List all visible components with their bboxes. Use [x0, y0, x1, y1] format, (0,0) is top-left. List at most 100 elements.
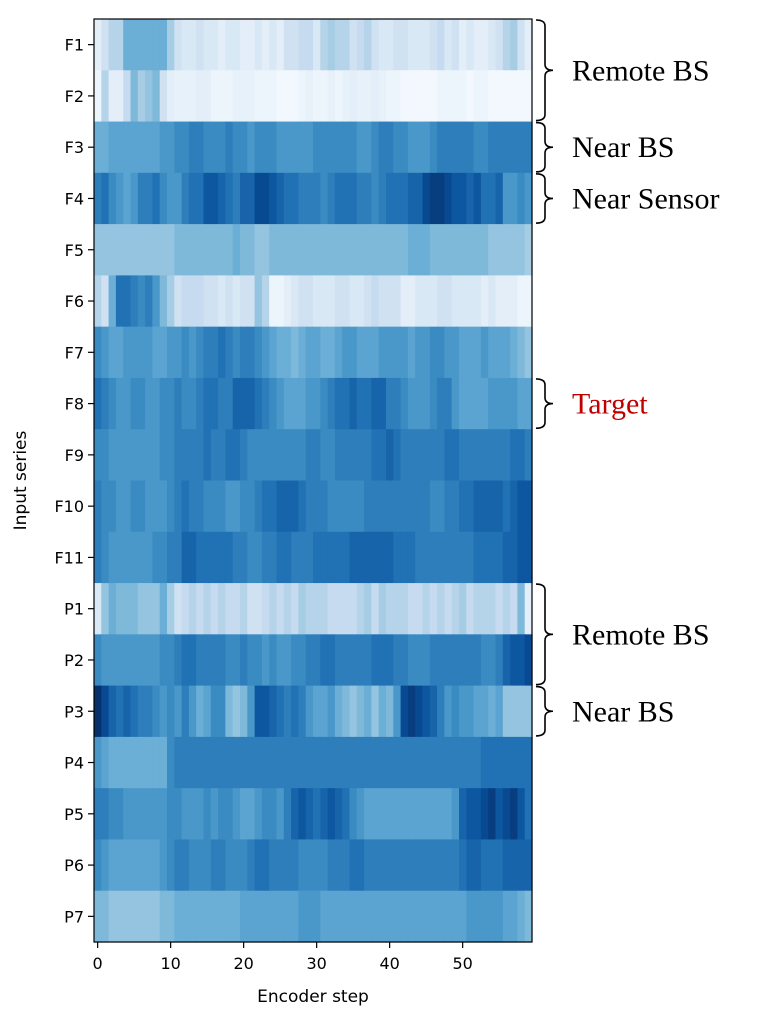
heatmap-cell [203, 839, 212, 892]
heatmap-cell [349, 685, 358, 738]
heatmap-cell [137, 634, 146, 687]
heatmap-cell [480, 19, 489, 71]
heatmap-cell [334, 480, 343, 533]
heatmap-cell [393, 890, 402, 943]
heatmap-cell [123, 531, 132, 584]
heatmap-cell [444, 685, 453, 738]
heatmap-cell [415, 634, 424, 687]
heatmap-cell [210, 326, 219, 379]
heatmap-cell [254, 326, 263, 379]
heatmap-cell [159, 839, 168, 892]
heatmap-cell [495, 583, 504, 635]
heatmap-cell [276, 685, 285, 738]
heatmap-cell [320, 121, 329, 174]
heatmap-cell [437, 634, 445, 687]
heatmap-cell [371, 583, 380, 635]
heatmap-cell [407, 634, 416, 687]
heatmap-cell [254, 70, 263, 123]
heatmap-cell [225, 634, 234, 687]
heatmap-cell [342, 839, 351, 892]
heatmap-cell [283, 634, 292, 687]
heatmap-cell [261, 788, 270, 841]
heatmap-cell [364, 377, 372, 430]
heatmap-cell [313, 429, 321, 482]
heatmap-cell [269, 429, 278, 482]
heatmap-cell [327, 19, 336, 71]
heatmap-cell [364, 326, 372, 379]
heatmap-cell [123, 121, 132, 174]
heatmap-cell [232, 839, 241, 892]
heatmap-cell [510, 70, 518, 123]
heatmap-cell [145, 19, 153, 71]
heatmap-cell [108, 890, 117, 943]
heatmap-cells [94, 19, 533, 943]
heatmap-cell [254, 531, 263, 584]
heatmap-cell [342, 172, 351, 225]
heatmap-cell [196, 172, 205, 225]
heatmap-cell [218, 685, 226, 738]
heatmap-cell [437, 788, 445, 841]
heatmap-cell [313, 583, 321, 635]
heatmap-cell [225, 429, 234, 482]
heatmap-cell [488, 377, 497, 430]
heatmap-cell [174, 890, 183, 943]
heatmap-cell [123, 480, 132, 533]
heatmap-cell [495, 429, 504, 482]
heatmap-cell [254, 736, 263, 789]
heatmap-cell [473, 685, 482, 738]
heatmap-cell [152, 224, 161, 276]
heatmap-cell [488, 70, 497, 123]
y-tick-label: P4 [64, 754, 84, 773]
heatmap-cell [466, 685, 475, 738]
heatmap-cell [429, 736, 438, 789]
heatmap-cell [371, 326, 380, 379]
heatmap-cell [108, 685, 117, 738]
heatmap-cell [400, 326, 409, 379]
heatmap-cell [371, 19, 380, 71]
heatmap-cell [459, 634, 467, 687]
heatmap-cell [495, 480, 504, 533]
heatmap-cell [371, 121, 380, 174]
heatmap-cell [210, 839, 219, 892]
heatmap-cell [393, 634, 402, 687]
heatmap-cell [152, 377, 161, 430]
heatmap-cell [407, 583, 416, 635]
heatmap-cell [145, 890, 153, 943]
heatmap-cell [517, 275, 526, 328]
heatmap-cell [152, 429, 161, 482]
heatmap-cell [94, 121, 102, 174]
heatmap-cell [261, 121, 270, 174]
heatmap-cell [94, 326, 102, 379]
heatmap-cell [429, 275, 438, 328]
heatmap-cell [101, 736, 110, 789]
heatmap-cell [261, 531, 270, 584]
heatmap-cell [196, 224, 205, 276]
heatmap-cell [159, 736, 168, 789]
heatmap-cell [291, 275, 299, 328]
heatmap-cell [123, 19, 132, 71]
heatmap-cell [130, 583, 139, 635]
heatmap-cell [415, 429, 424, 482]
heatmap-cell [210, 634, 219, 687]
heatmap-cell [356, 788, 365, 841]
heatmap-cell [400, 224, 409, 276]
heatmap-cell [364, 224, 372, 276]
heatmap-cell [276, 224, 285, 276]
heatmap-cell [371, 275, 380, 328]
heatmap-cell [210, 531, 219, 584]
heatmap-cell [203, 480, 212, 533]
heatmap-cell [466, 19, 475, 71]
heatmap-cell [422, 890, 431, 943]
heatmap-cell [174, 377, 183, 430]
heatmap-cell [115, 172, 124, 225]
heatmap-cell [276, 275, 285, 328]
heatmap-cell [415, 172, 424, 225]
heatmap-cell [524, 121, 533, 174]
heatmap-cell [378, 224, 387, 276]
heatmap-cell [181, 890, 190, 943]
heatmap-cell [291, 19, 299, 71]
heatmap-cell [415, 788, 424, 841]
heatmap-cell [327, 890, 336, 943]
heatmap-cell [181, 634, 190, 687]
heatmap-cell [364, 480, 372, 533]
